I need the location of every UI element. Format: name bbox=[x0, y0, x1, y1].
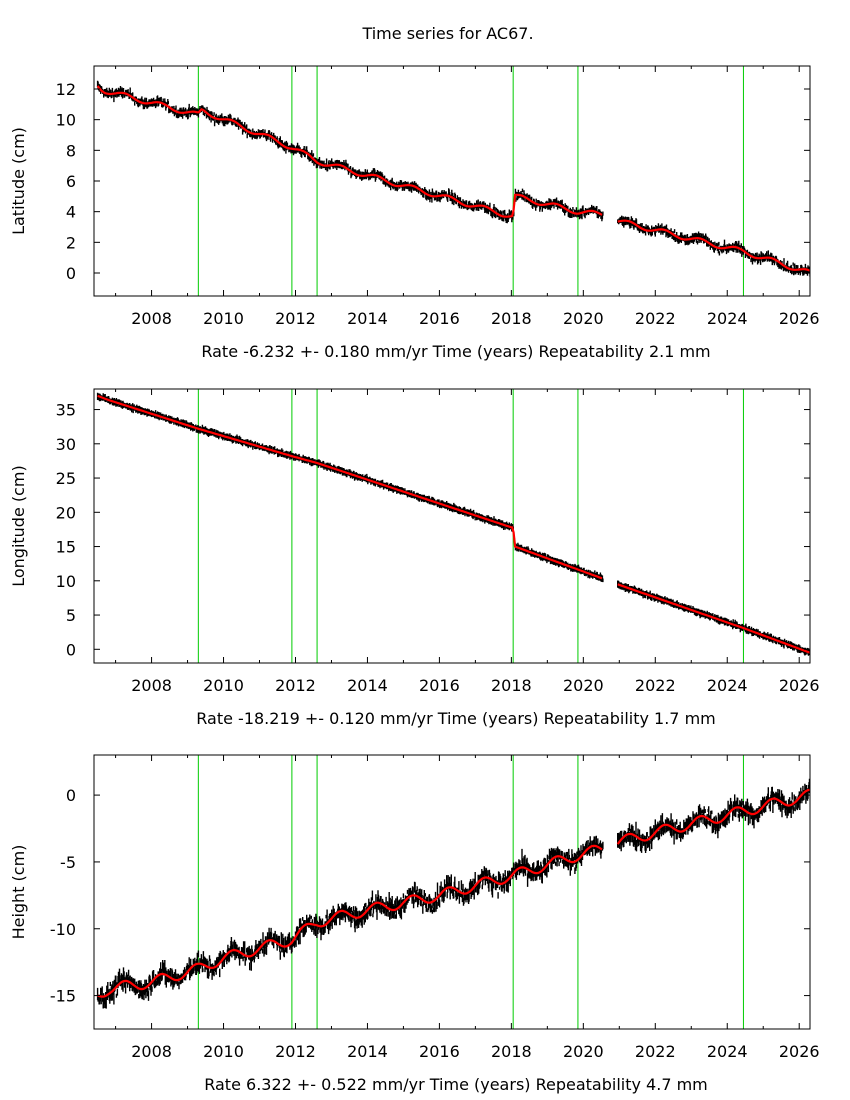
latitude-x-tick-label: 2022 bbox=[635, 309, 676, 328]
height-x-tick-label: 2026 bbox=[779, 1042, 820, 1061]
height-x-tick-label: 2018 bbox=[491, 1042, 532, 1061]
longitude-x-tick-label: 2024 bbox=[707, 676, 748, 695]
longitude-x-tick-label: 2016 bbox=[419, 676, 460, 695]
longitude-x-tick-label: 2014 bbox=[347, 676, 388, 695]
longitude-data-points bbox=[96, 392, 810, 656]
height-fit-line bbox=[97, 788, 810, 998]
latitude-y-tick-label: 10 bbox=[56, 111, 76, 130]
longitude-repeatability: Repeatability 1.7 mm bbox=[539, 709, 716, 728]
height-plot-frame bbox=[93, 754, 811, 1030]
latitude-x-tick-label: 2020 bbox=[563, 309, 604, 328]
latitude-repeatability: Repeatability 2.1 mm bbox=[533, 342, 710, 361]
height-x-tick-label: 2024 bbox=[707, 1042, 748, 1061]
height-x-tick-label: 2016 bbox=[419, 1042, 460, 1061]
height-rate: Rate 6.322 +- 0.522 mm/yr bbox=[204, 1075, 425, 1094]
latitude-y-tick-label: 8 bbox=[66, 141, 76, 160]
longitude-y-tick-label: 10 bbox=[56, 572, 76, 591]
longitude-x-tick-label: 2022 bbox=[635, 676, 676, 695]
latitude-plot-frame bbox=[93, 65, 811, 297]
longitude-rate: Rate -18.219 +- 0.120 mm/yr bbox=[196, 709, 433, 728]
height-repeatability: Repeatability 4.7 mm bbox=[531, 1075, 708, 1094]
latitude-rate: Rate -6.232 +- 0.180 mm/yr bbox=[201, 342, 428, 361]
longitude-y-tick-label: 15 bbox=[56, 538, 76, 557]
height-data-points bbox=[96, 778, 810, 1009]
longitude-x-axis-label: Time (years) bbox=[433, 709, 539, 728]
height-x-tick-label: 2014 bbox=[347, 1042, 388, 1061]
latitude-x-tick-label: 2016 bbox=[419, 309, 460, 328]
longitude-observations bbox=[96, 392, 810, 656]
longitude-y-axis-label: Longitude (cm) bbox=[9, 465, 28, 587]
height-y-tick-label: -5 bbox=[60, 853, 76, 872]
longitude-y-tick-label: 35 bbox=[56, 401, 76, 420]
longitude-x-tick-label: 2010 bbox=[203, 676, 244, 695]
longitude-y-tick-label: 5 bbox=[66, 606, 76, 625]
height-y-tick-label: 0 bbox=[66, 786, 76, 805]
longitude-plot-frame bbox=[93, 388, 811, 664]
latitude-y-tick-label: 0 bbox=[66, 264, 76, 283]
longitude-x-tick-label: 2012 bbox=[275, 676, 316, 695]
latitude-x-tick-label: 2010 bbox=[203, 309, 244, 328]
latitude-y-tick-label: 12 bbox=[56, 80, 76, 99]
height-y-axis-label: Height (cm) bbox=[9, 845, 28, 940]
latitude-fit-line bbox=[96, 85, 810, 272]
height-x-tick-label: 2012 bbox=[275, 1042, 316, 1061]
longitude-panel: 2008 2010 2012 2014 2016 2018 2020 2022 2024 2026… bbox=[9, 388, 820, 728]
longitude-x-tick-label: 2026 bbox=[779, 676, 820, 695]
height-x-tick-label: 2020 bbox=[563, 1042, 604, 1061]
latitude-x-tick-label: 2008 bbox=[131, 309, 172, 328]
latitude-x-tick-label: 2014 bbox=[347, 309, 388, 328]
height-x-axis-label: Time (years) bbox=[425, 1075, 531, 1094]
latitude-observations bbox=[96, 80, 810, 277]
latitude-x-axis-label: Time (years) bbox=[428, 342, 534, 361]
latitude-footer: Rate -6.232 +- 0.180 mm/yr Time (years) … bbox=[201, 342, 710, 361]
latitude-y-tick-label: 2 bbox=[66, 233, 76, 252]
latitude-y-axis-label: Latitude (cm) bbox=[9, 127, 28, 235]
latitude-x-tick-label: 2018 bbox=[491, 309, 532, 328]
latitude-x-tick-label: 2024 bbox=[707, 309, 748, 328]
height-panel: 2008 2010 2012 2014 2016 2018 2020 2022 2024 2026… bbox=[9, 754, 820, 1094]
height-y-tick-label: -10 bbox=[50, 920, 76, 939]
figure-title: Time series for AC67. bbox=[361, 24, 533, 43]
longitude-y-tick-label: 30 bbox=[56, 435, 76, 454]
latitude-x-tick-label: 2012 bbox=[275, 309, 316, 328]
longitude-footer: Rate -18.219 +- 0.120 mm/yr Time (years)… bbox=[196, 709, 715, 728]
longitude-y-tick-label: 0 bbox=[66, 640, 76, 659]
latitude-panel: 2008 2010 2012 2014 2016 2018 2020 2022 2024 2026… bbox=[9, 65, 820, 361]
longitude-y-tick-label: 25 bbox=[56, 469, 76, 488]
height-y-tick-label: -15 bbox=[50, 987, 76, 1006]
longitude-fit-line bbox=[97, 394, 810, 654]
latitude-x-tick-label: 2026 bbox=[779, 309, 820, 328]
longitude-x-tick-label: 2018 bbox=[491, 676, 532, 695]
longitude-x-tick-label: 2020 bbox=[563, 676, 604, 695]
height-x-tick-label: 2022 bbox=[635, 1042, 676, 1061]
height-observations bbox=[96, 778, 810, 1009]
latitude-y-tick-label: 6 bbox=[66, 172, 76, 191]
height-x-tick-label: 2010 bbox=[203, 1042, 244, 1061]
height-x-tick-label: 2008 bbox=[131, 1042, 172, 1061]
longitude-x-tick-label: 2008 bbox=[131, 676, 172, 695]
longitude-y-tick-label: 20 bbox=[56, 503, 76, 522]
latitude-y-tick-label: 4 bbox=[66, 203, 76, 222]
height-footer: Rate 6.322 +- 0.522 mm/yr Time (years) R… bbox=[204, 1075, 708, 1094]
